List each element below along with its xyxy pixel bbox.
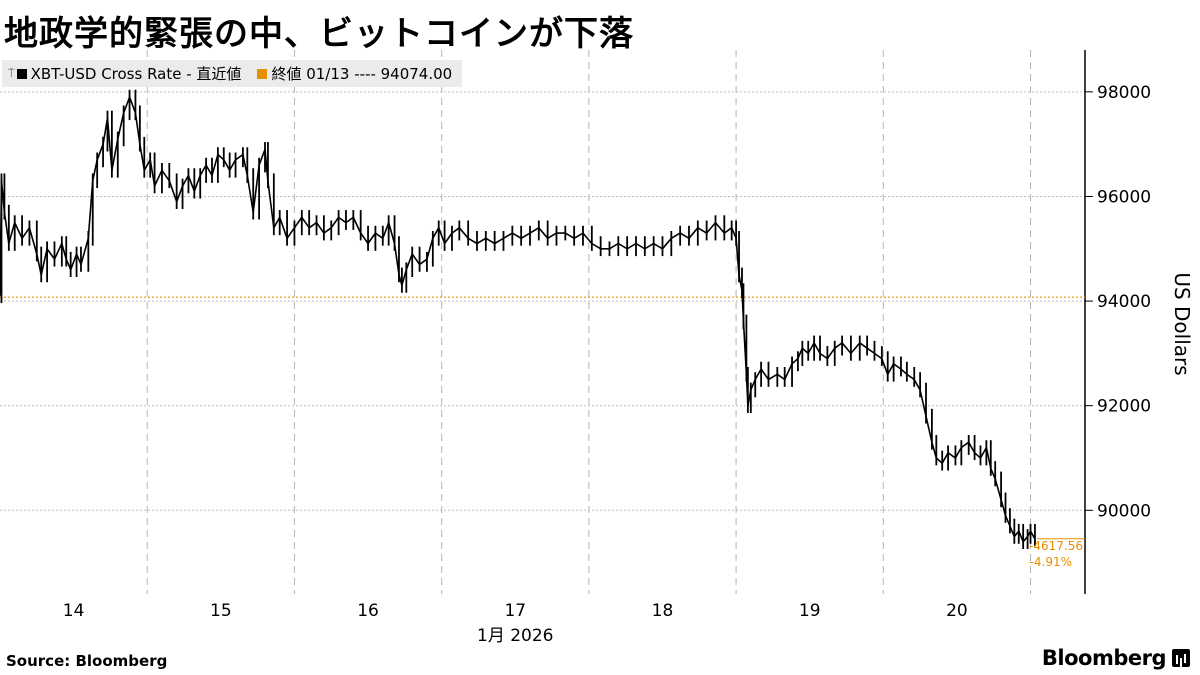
legend-swatch-reference (257, 68, 268, 79)
chart-legend: ⍑ XBT-USD Cross Rate - 直近値 終値 01/13 ----… (2, 60, 463, 87)
x-tick-label: 16 (357, 601, 379, 621)
y-tick-label: 96000 (1097, 187, 1151, 207)
x-tick-label: 14 (63, 601, 85, 621)
series-icon: ⍑ (8, 66, 15, 80)
x-tick-label: 18 (652, 601, 674, 621)
brand-logo: Bloomberg (1042, 646, 1190, 670)
x-tick-label: 20 (946, 601, 968, 621)
brand-name: Bloomberg (1041, 646, 1167, 670)
legend-item-reference: 終値 01/13 ---- 94074.00 (257, 63, 452, 84)
legend-reference-label: 終値 01/13 ---- 94074.00 (271, 65, 453, 83)
chart-title: 地政学的緊張の中、ビットコインが下落 (4, 14, 634, 54)
change-pct-label: -4.91% (1030, 555, 1072, 569)
y-axis-label: US Dollars (1170, 272, 1194, 375)
legend-item-series: ⍑ XBT-USD Cross Rate - 直近値 (8, 63, 241, 84)
x-axis-label: 1月 2026 (477, 626, 553, 646)
change-value-label: -4617.56 (1029, 539, 1083, 553)
legend-swatch-series (16, 68, 27, 79)
source-note: Source: Bloomberg (6, 652, 168, 670)
x-tick-label: 17 (504, 601, 526, 621)
y-tick-label: 98000 (1097, 83, 1151, 103)
x-tick-label: 15 (210, 601, 232, 621)
x-tick-label: 19 (799, 601, 821, 621)
bloomberg-chart-icon (1172, 649, 1190, 667)
y-tick-label: 94000 (1097, 292, 1151, 312)
legend-series-label: XBT-USD Cross Rate - 直近値 (30, 65, 242, 83)
y-tick-label: 90000 (1097, 501, 1151, 521)
y-tick-label: 92000 (1097, 397, 1151, 417)
